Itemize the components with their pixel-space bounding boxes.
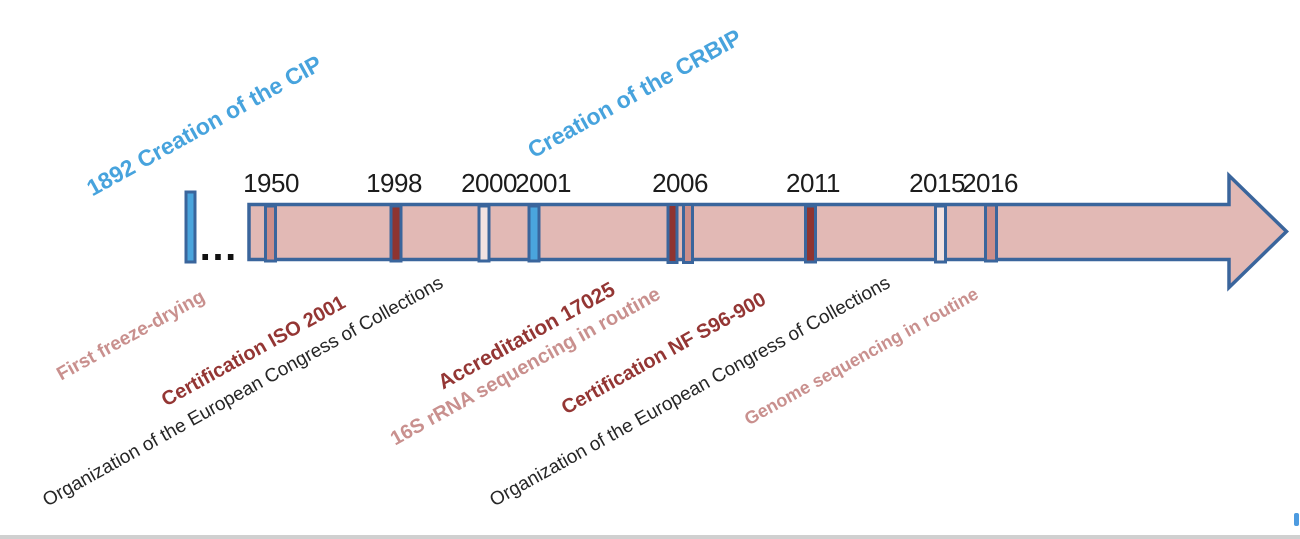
marker-2001 xyxy=(527,204,541,263)
marker-1998 xyxy=(389,204,403,263)
year-label-2016: 2016 xyxy=(962,168,1018,198)
edge-artifact xyxy=(1294,513,1299,526)
marker-1892 xyxy=(184,190,197,264)
year-label-2006: 2006 xyxy=(652,168,708,198)
marker-2011 xyxy=(804,204,817,264)
timeline-ellipsis: … xyxy=(198,225,238,269)
timeline-arrow xyxy=(247,171,1290,292)
marker-2015 xyxy=(934,204,947,264)
marker-1950 xyxy=(264,204,277,263)
year-label-2011: 2011 xyxy=(786,168,840,198)
bottom-edge-strip xyxy=(0,535,1300,539)
marker-2000 xyxy=(477,204,491,263)
year-label-1998: 1998 xyxy=(366,168,422,198)
year-label-2015: 2015 xyxy=(909,168,965,198)
marker-2006-rrna xyxy=(682,203,694,264)
year-label-1950: 1950 xyxy=(243,168,299,198)
year-label-2000: 2000 xyxy=(461,168,517,198)
year-label-2001: 2001 xyxy=(515,168,571,198)
marker-2006-accreditation xyxy=(666,203,679,264)
marker-2016 xyxy=(984,203,998,263)
